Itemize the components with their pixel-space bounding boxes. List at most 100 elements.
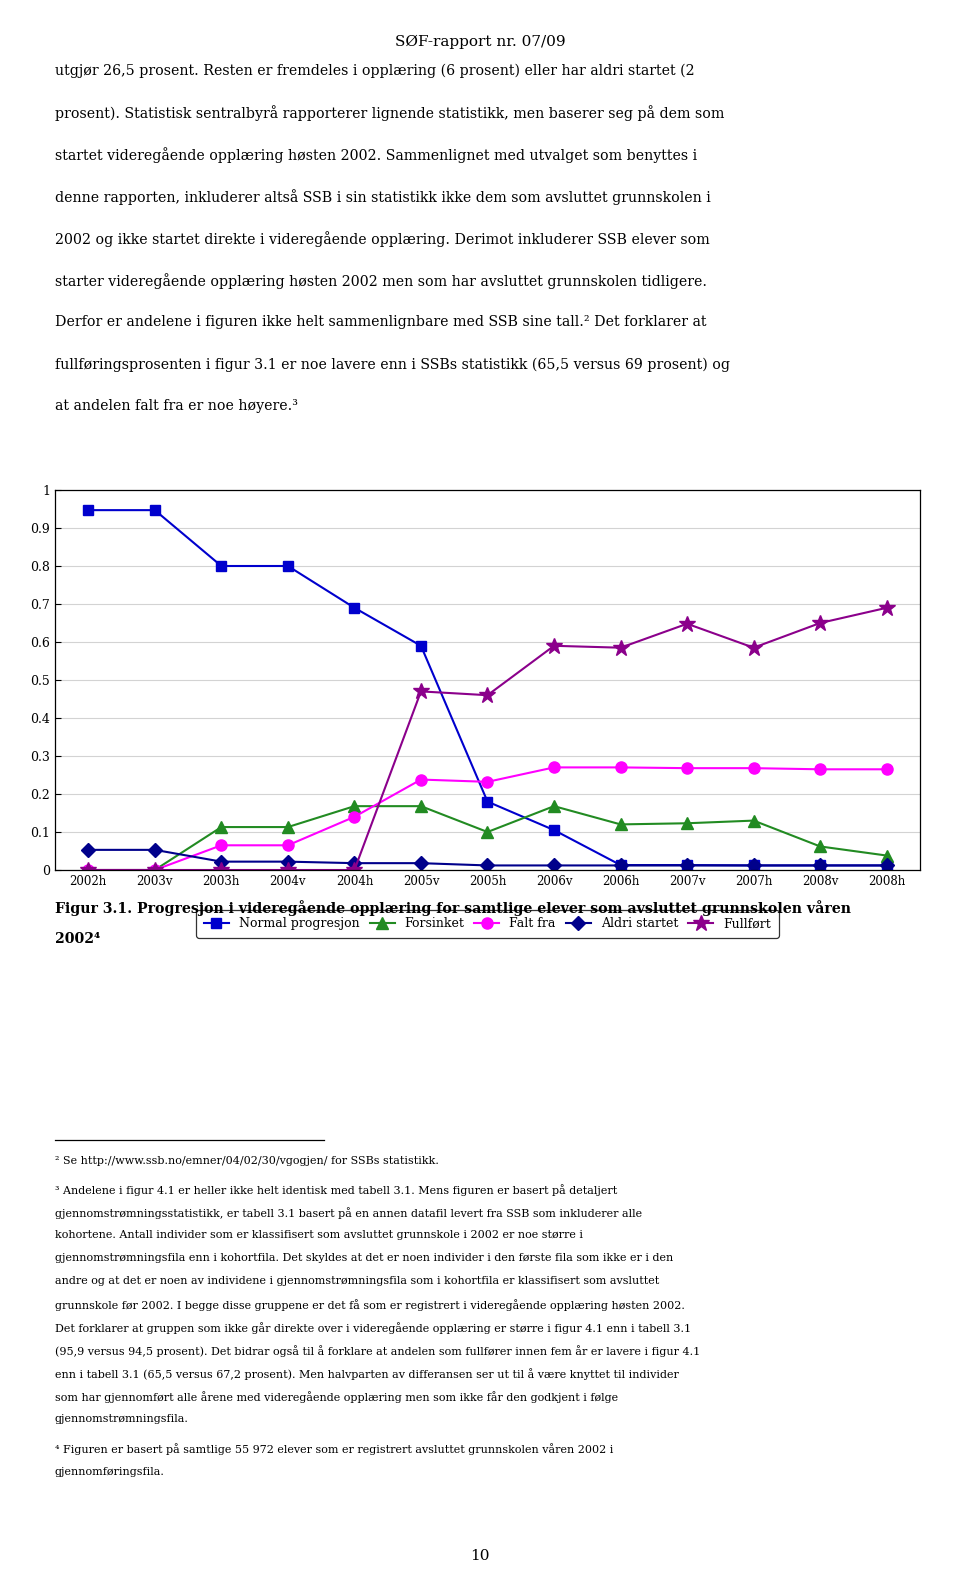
Text: startet videregående opplæring høsten 2002. Sammenlignet med utvalget som benytt: startet videregående opplæring høsten 20… xyxy=(277,147,920,163)
Text: gjennomstrømningsstatistikk, er tabell 3.1 basert på en annen datafil levert fra: gjennomstrømningsstatistikk, er tabell 3… xyxy=(55,1208,642,1219)
Line: Falt fra: Falt fra xyxy=(83,762,892,875)
Aldri startet xyxy=(348,854,360,873)
Fullført xyxy=(149,861,160,880)
Aldri startet xyxy=(216,853,228,872)
Text: (95,9 versus 94,5 prosent). Det bidrar også til å forklare at andelen som fullfø: (95,9 versus 94,5 prosent). Det bidrar o… xyxy=(55,1346,700,1357)
Text: 10: 10 xyxy=(470,1549,490,1563)
Text: 2002 og ikke startet direkte i videregående opplæring. Derimot inkluderer SSB el: 2002 og ikke startet direkte i videregåe… xyxy=(265,231,920,247)
Falt fra xyxy=(881,759,893,778)
Forsinket xyxy=(881,846,893,865)
Fullført xyxy=(416,682,427,701)
Text: Det forklarer at gruppen som ikke går direkte over i videregående opplæring er s: Det forklarer at gruppen som ikke går di… xyxy=(55,1322,691,1335)
Aldri startet xyxy=(682,856,693,875)
Text: SØF-rapport nr. 07/09: SØF-rapport nr. 07/09 xyxy=(395,35,565,49)
Text: andre og at det er noen av individene i gjennomstrømningsfila som i kohortfila e: andre og at det er noen av individene i … xyxy=(55,1276,659,1287)
Falt fra xyxy=(482,772,493,791)
Forsinket xyxy=(348,797,360,816)
Falt fra xyxy=(548,758,560,777)
Line: Forsinket: Forsinket xyxy=(83,800,892,875)
Fullført xyxy=(216,861,228,880)
Normal progresjon xyxy=(748,856,759,875)
Fullført xyxy=(548,636,560,655)
Falt fra xyxy=(348,807,360,826)
Normal progresjon xyxy=(416,636,427,655)
Text: starter videregående opplæring høsten 2002 men som har avsluttet grunnskolen tid: starter videregående opplæring høsten 20… xyxy=(55,273,707,290)
Text: gjennomstrømningsfila.: gjennomstrømningsfila. xyxy=(55,1414,188,1425)
Forsinket xyxy=(748,812,759,831)
Falt fra xyxy=(149,861,160,880)
Text: Figur 3.1. Progresjon i videregående opplæring for samtlige elever som avsluttet: Figur 3.1. Progresjon i videregående opp… xyxy=(55,900,851,916)
Text: utgjør 26,5 prosent. Resten er fremdeles i opplæring (6 prosent) eller har aldri: utgjør 26,5 prosent. Resten er fremdeles… xyxy=(280,63,920,78)
Fullført xyxy=(282,861,294,880)
Normal progresjon xyxy=(348,598,360,617)
Text: gjennomføringsfila.: gjennomføringsfila. xyxy=(55,1466,164,1477)
Aldri startet xyxy=(814,856,826,875)
Text: 2002⁴: 2002⁴ xyxy=(55,932,100,946)
Forsinket xyxy=(614,815,626,834)
Text: prosent). Statistisk sentralbyrå rapporterer lignende statistikk, men baserer se: prosent). Statistisk sentralbyrå rapport… xyxy=(251,105,920,122)
Fullført xyxy=(814,613,826,632)
Fullført xyxy=(682,615,693,634)
Text: som har gjennomført alle årene med videregående opplæring men som ikke får den g: som har gjennomført alle årene med vider… xyxy=(55,1392,618,1403)
Normal progresjon xyxy=(482,792,493,812)
Forsinket xyxy=(216,818,228,837)
Legend: Normal progresjon, Forsinket, Falt fra, Aldri startet, Fullført: Normal progresjon, Forsinket, Falt fra, … xyxy=(197,910,779,938)
Aldri startet xyxy=(748,856,759,875)
Text: gjennomstrømningsfila enn i kohortfila. Det skyldes at det er noen individer i d: gjennomstrømningsfila enn i kohortfila. … xyxy=(55,1254,673,1263)
Normal progresjon xyxy=(548,821,560,840)
Text: Derfor er andelene i figuren ikke helt sammenlignbare med SSB sine tall.² Det fo: Derfor er andelene i figuren ikke helt s… xyxy=(268,315,920,330)
Normal progresjon xyxy=(282,556,294,575)
Falt fra xyxy=(748,759,759,778)
Text: ³ Andelene i figur 4.1 er heller ikke helt identisk med tabell 3.1. Mens figuren: ³ Andelene i figur 4.1 er heller ikke he… xyxy=(55,1184,617,1197)
Falt fra xyxy=(416,770,427,789)
Text: denne rapporten, inkluderer altså SSB i sin statistikk ikke dem som avsluttet gr: denne rapporten, inkluderer altså SSB i … xyxy=(55,189,710,206)
Falt fra xyxy=(216,835,228,854)
Line: Aldri startet: Aldri startet xyxy=(84,845,892,870)
Text: grunnskole før 2002. I begge disse gruppene er det få som er registrert i videre: grunnskole før 2002. I begge disse grupp… xyxy=(55,1300,684,1311)
Text: utgjør 26,5 prosent. Resten er fremdeles i opplæring (6 prosent) eller har aldri: utgjør 26,5 prosent. Resten er fremdeles… xyxy=(55,63,694,78)
Forsinket xyxy=(83,861,94,880)
Text: fullføringsprosenten i figur 3.1 er noe lavere enn i SSBs statistikk (65,5 versu: fullføringsprosenten i figur 3.1 er noe … xyxy=(55,357,730,372)
Fullført xyxy=(614,639,626,658)
Forsinket xyxy=(548,797,560,816)
Fullført xyxy=(348,861,360,880)
Normal progresjon xyxy=(83,501,94,520)
Normal progresjon xyxy=(881,856,893,875)
Text: fullføringsprosenten i figur 3.1 er noe lavere enn i SSBs statistikk (65,5 versu: fullføringsprosenten i figur 3.1 er noe … xyxy=(245,357,920,372)
Text: at andelen falt fra er noe høyere.³: at andelen falt fra er noe høyere.³ xyxy=(55,399,298,414)
Forsinket xyxy=(814,837,826,856)
Fullført xyxy=(83,861,94,880)
Falt fra xyxy=(282,835,294,854)
Falt fra xyxy=(83,861,94,880)
Text: prosent). Statistisk sentralbyrå rapporterer lignende statistikk, men baserer se: prosent). Statistisk sentralbyrå rapport… xyxy=(55,105,724,122)
Forsinket xyxy=(282,818,294,837)
Forsinket xyxy=(149,861,160,880)
Aldri startet xyxy=(614,856,626,875)
Aldri startet xyxy=(83,840,94,859)
Normal progresjon xyxy=(216,556,228,575)
Text: startet videregående opplæring høsten 2002. Sammenlignet med utvalget som benytt: startet videregående opplæring høsten 20… xyxy=(55,147,697,163)
Fullført xyxy=(482,686,493,705)
Falt fra xyxy=(614,758,626,777)
Text: enn i tabell 3.1 (65,5 versus 67,2 prosent). Men halvparten av differansen ser u: enn i tabell 3.1 (65,5 versus 67,2 prose… xyxy=(55,1368,679,1381)
Aldri startet xyxy=(548,856,560,875)
Normal progresjon xyxy=(149,501,160,520)
Aldri startet xyxy=(881,856,893,875)
Text: starter videregående opplæring høsten 2002 men som har avsluttet grunnskolen tid: starter videregående opplæring høsten 20… xyxy=(268,273,920,290)
Aldri startet xyxy=(416,854,427,873)
Text: Derfor er andelene i figuren ikke helt sammenlignbare med SSB sine tall.² Det fo: Derfor er andelene i figuren ikke helt s… xyxy=(55,315,707,330)
Forsinket xyxy=(416,797,427,816)
Fullført xyxy=(748,639,759,658)
Normal progresjon xyxy=(814,856,826,875)
Text: 2002 og ikke startet direkte i videregående opplæring. Derimot inkluderer SSB el: 2002 og ikke startet direkte i videregåe… xyxy=(55,231,709,247)
Aldri startet xyxy=(282,853,294,872)
Text: ² Se http://www.ssb.no/emner/04/02/30/vgogjen/ for SSBs statistikk.: ² Se http://www.ssb.no/emner/04/02/30/vg… xyxy=(55,1155,439,1167)
Text: ⁴ Figuren er basert på samtlige 55 972 elever som er registrert avsluttet grunns: ⁴ Figuren er basert på samtlige 55 972 e… xyxy=(55,1444,613,1455)
Fullført xyxy=(881,598,893,617)
Normal progresjon xyxy=(614,856,626,875)
Aldri startet xyxy=(482,856,493,875)
Forsinket xyxy=(682,813,693,832)
Normal progresjon xyxy=(682,856,693,875)
Line: Normal progresjon: Normal progresjon xyxy=(84,506,892,870)
Text: denne rapporten, inkluderer altså SSB i sin statistikk ikke dem som avsluttet gr: denne rapporten, inkluderer altså SSB i … xyxy=(264,189,920,206)
